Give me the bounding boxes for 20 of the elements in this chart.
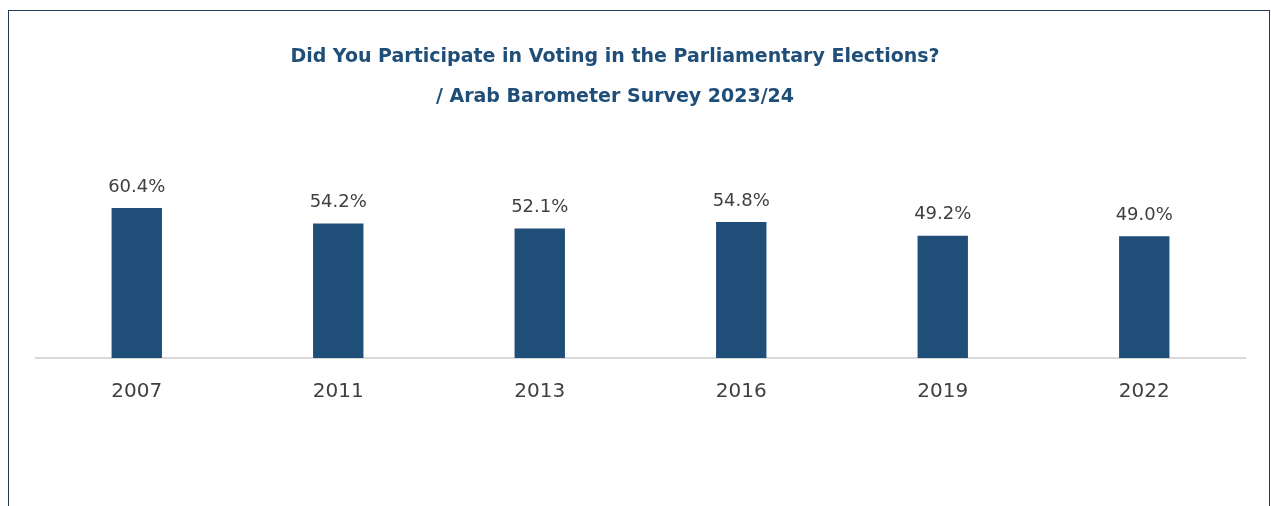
bar	[313, 223, 364, 358]
data-label: 52.1%	[511, 195, 569, 217]
x-tick-label: 2011	[312, 378, 364, 403]
chart-title: Did You Participate in Voting in the Parliamentary Elections?	[289, 44, 941, 66]
bar	[514, 228, 565, 358]
bar	[111, 208, 162, 358]
x-tick-label: 2022	[1118, 378, 1170, 403]
data-label: 54.2%	[309, 190, 367, 212]
data-label: 49.2%	[914, 202, 972, 224]
x-tick-label: 2007	[111, 378, 163, 403]
data-label: 54.8%	[712, 188, 770, 210]
x-tick-label: 2013	[514, 378, 566, 403]
data-label: 60.4%	[108, 174, 166, 196]
bar	[1119, 236, 1170, 358]
x-tick-label: 2019	[917, 378, 969, 403]
bar	[917, 235, 968, 358]
x-tick-label: 2016	[715, 378, 767, 403]
chart-subtitle: / Arab Barometer Survey 2023/24	[434, 84, 796, 106]
bar	[716, 221, 767, 358]
data-label: 49.0%	[1115, 202, 1173, 224]
